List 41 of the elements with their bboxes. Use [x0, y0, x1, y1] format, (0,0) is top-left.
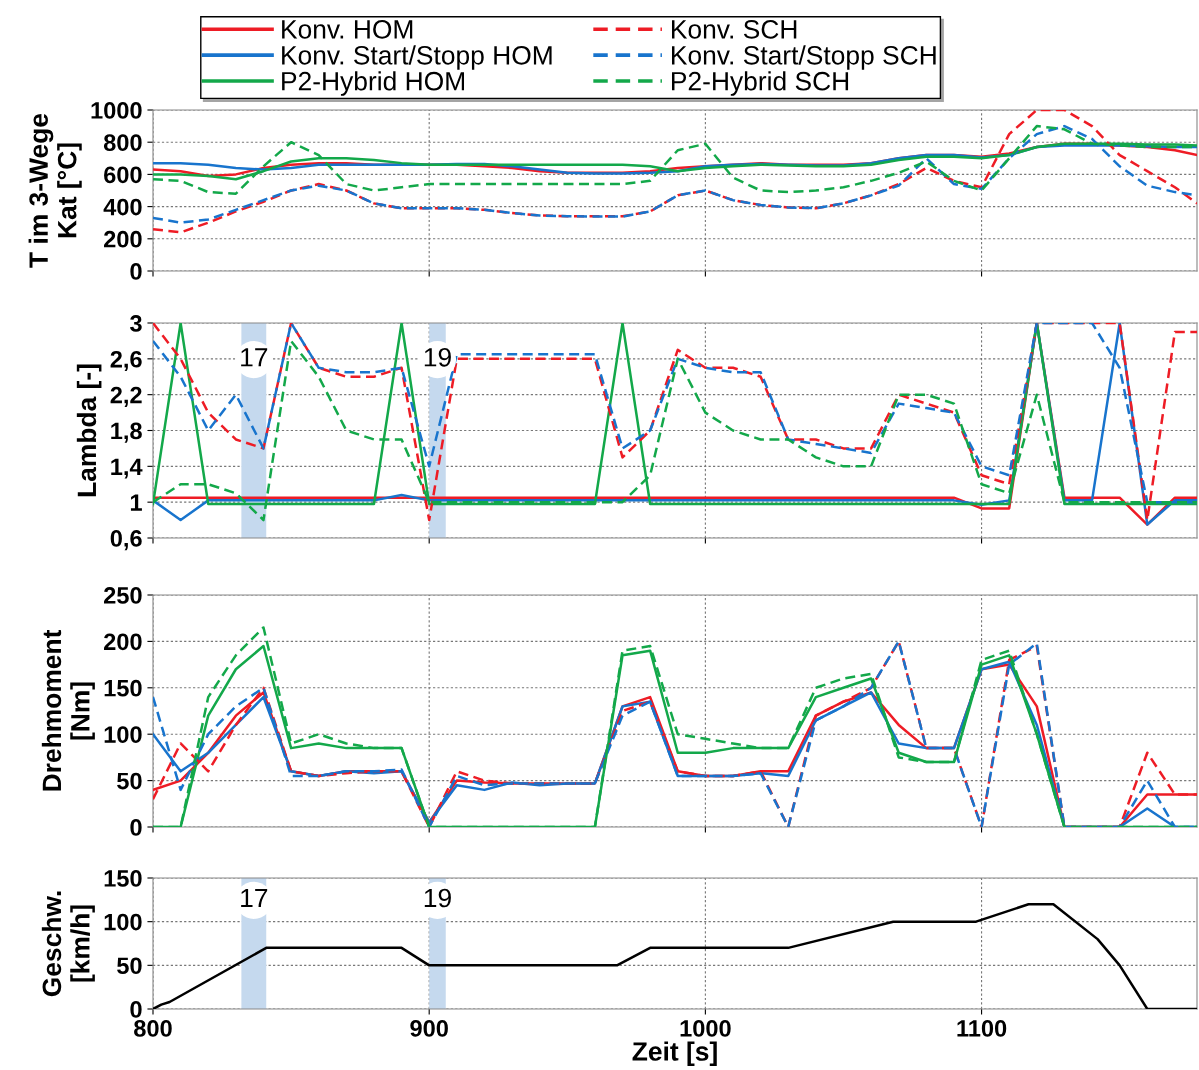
y-tick-label: 0 [130, 263, 142, 280]
y-tick-label: 100 [104, 913, 142, 931]
y-tick-label: 1,8 [111, 422, 142, 443]
y-tick-label: 1,4 [111, 458, 143, 479]
band-label: 19 [424, 347, 451, 367]
y-tick-label: 600 [104, 166, 142, 184]
y-tick-label: 200 [104, 633, 142, 651]
legend-label: Konv. Start/Stopp SCH [672, 45, 936, 70]
x-tick-label: 900 [410, 1020, 448, 1037]
y-axis-title: T im 3-Wege Kat [°C] [28, 113, 82, 268]
y-tick-label: 100 [104, 726, 142, 743]
y-tick-label: 2,6 [110, 350, 142, 372]
y-axis-title: Geschw. [km/h] [41, 891, 95, 997]
y-tick-label: 50 [117, 957, 142, 975]
y-tick-label: 0 [130, 819, 142, 836]
y-tick-label: 150 [104, 679, 142, 697]
band-label: 19 [424, 888, 451, 908]
y-tick-label: 50 [117, 772, 142, 790]
y-axis-title: Lambda [-] [76, 364, 102, 497]
band-label: 17 [241, 348, 268, 367]
y-tick-label: 200 [104, 230, 142, 248]
y-tick-label: 250 [104, 587, 142, 604]
x-axis-title: Zeit [s] [632, 1041, 717, 1067]
legend-label: Konv. SCH [672, 20, 797, 39]
band-label: 17 [241, 888, 268, 908]
legend-label: P2-Hybrid HOM [282, 71, 465, 96]
y-tick-label: 800 [103, 134, 142, 151]
y-tick-label: 400 [103, 198, 142, 216]
y-tick-label: 150 [104, 870, 142, 887]
legend-label: Konv. HOM [282, 20, 413, 39]
x-tick-label: 1000 [680, 1020, 731, 1037]
y-tick-label: 3 [130, 315, 142, 332]
y-tick-label: 1000 [91, 102, 142, 119]
y-axis-title: Drehmoment [Nm] [41, 629, 95, 791]
legend-label: P2-Hybrid SCH [672, 71, 849, 96]
y-tick-label: 0 [130, 1001, 142, 1018]
y-tick-label: 1 [130, 494, 142, 511]
y-tick-label: 0,6 [110, 530, 142, 551]
y-tick-label: 2,2 [110, 386, 142, 407]
legend-label: Konv. Start/Stopp HOM [282, 45, 552, 70]
x-tick-label: 1100 [957, 1020, 1007, 1037]
